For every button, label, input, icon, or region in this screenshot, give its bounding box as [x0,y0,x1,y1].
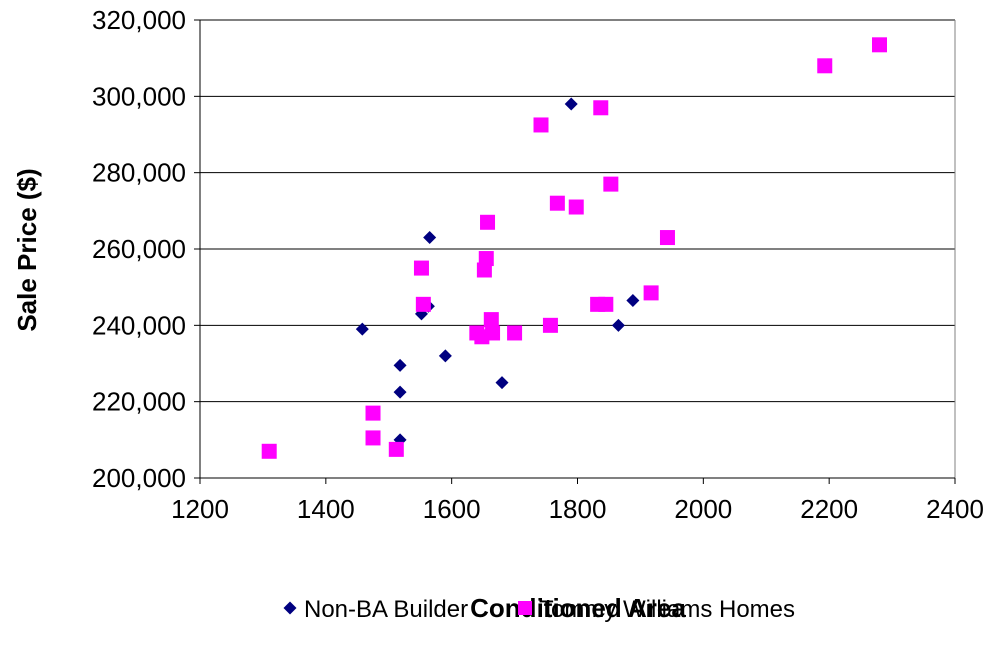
legend: Non-BA Builder Tommy Williams Homes [283,596,795,623]
data-point-square [413,260,429,276]
x-tick-label: 1600 [423,494,481,524]
data-point-square [598,296,614,312]
data-point-square [568,199,584,215]
data-point-square [507,325,523,341]
legend-item: Non-BA Builder [283,596,468,623]
gridlines [200,19,955,403]
y-tick-label: 240,000 [92,310,186,340]
x-tick-label: 1400 [297,494,355,524]
data-point-square [659,230,675,246]
data-point-square [483,312,499,328]
axis-titles: Conditioned Area Sale Price ($) [12,168,686,623]
data-point-diamond [495,376,509,390]
legend-marker-square [518,601,532,615]
x-tick-label: 2000 [674,494,732,524]
data-point-square [480,214,496,230]
data-point-square [549,195,565,211]
legend-label: Non-BA Builder [304,596,468,623]
y-tick-label: 260,000 [92,234,186,264]
y-tick-label: 280,000 [92,158,186,188]
y-tick-label: 300,000 [92,81,186,111]
data-point-square [261,443,277,459]
series-0 [355,97,640,447]
data-point-square [388,441,404,457]
data-point-square [485,325,501,341]
data-point-square [643,285,659,301]
legend-item: Tommy Williams Homes [518,596,795,623]
data-point-square [365,405,381,421]
data-point-diamond [393,385,407,399]
data-points [261,37,887,459]
tick-labels: 200,000 220,000 240,000 260,000 280,000 300,0… [92,5,984,524]
x-tick-label: 1800 [549,494,607,524]
y-tick-label: 200,000 [92,463,186,493]
data-point-square [817,58,833,74]
legend-marker-diamond [283,601,297,615]
x-tick-label: 2400 [926,494,984,524]
data-point-square [478,251,494,267]
y-tick-label: 220,000 [92,387,186,417]
data-point-diamond [626,294,640,308]
y-tick-label: 320,000 [92,5,186,35]
data-point-square [593,100,609,116]
data-point-diamond [423,231,437,245]
x-tick-label: 2200 [800,494,858,524]
series-1 [261,37,887,459]
data-point-square [533,117,549,133]
data-point-square [872,37,887,53]
data-point-square [542,317,558,333]
data-point-diamond [564,97,578,111]
data-point-diamond [438,349,452,363]
data-point-square [365,430,381,446]
data-point-square [415,296,431,312]
data-point-square [476,262,492,278]
data-point-diamond [355,322,369,336]
data-point-diamond [393,358,407,372]
y-axis-title: Sale Price ($) [12,168,42,331]
x-axis-title: Conditioned Area [470,593,686,623]
legend-label: Tommy Williams Homes [539,596,795,623]
x-tick-label: 1200 [171,494,229,524]
data-point-square [603,176,619,192]
data-point-diamond [611,318,625,332]
axes [194,19,956,484]
